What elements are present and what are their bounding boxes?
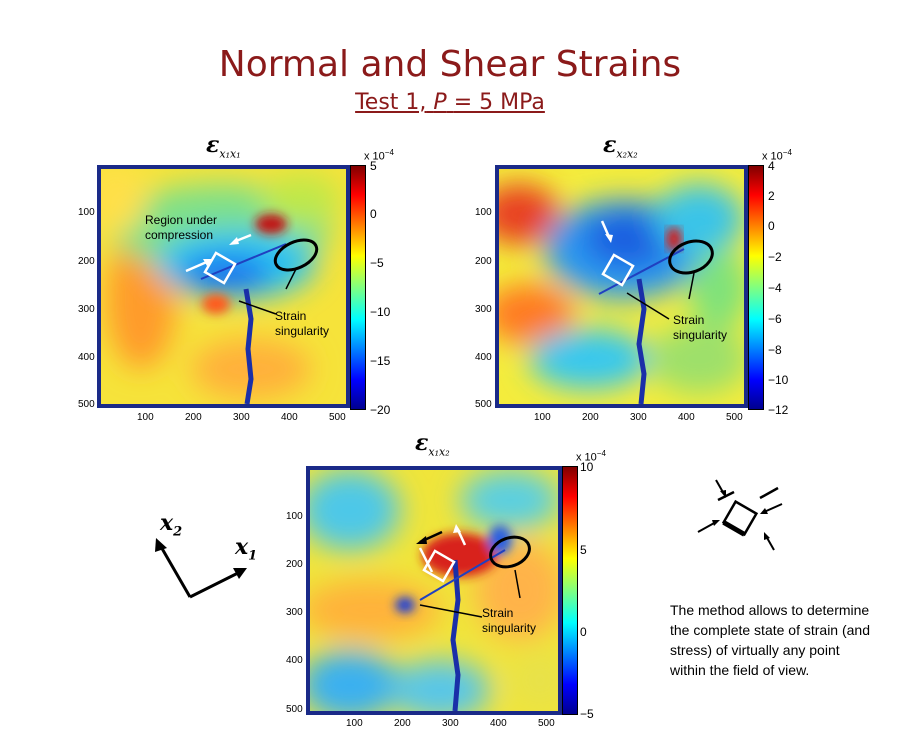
e12-ytick: 400 [286,655,303,666]
e12-scale-exp: −4 [596,449,606,458]
e22-strain-field [495,165,748,408]
e22-ytick: 200 [475,256,492,267]
e22-cbtick: −10 [768,373,789,387]
e12-xtick: 100 [346,718,363,729]
e22-subscript: x₂x₂ [616,147,638,161]
e12-strain-field [306,466,562,715]
e11-strain-line2: singularity [275,324,330,338]
slide-subtitle: Test 1, P = 5 MPa [0,90,900,115]
subtitle-suffix: = 5 MPa [453,90,545,115]
e11-ytick: 300 [78,304,95,315]
e12-xtick: 500 [538,718,555,729]
e22-scale-exp: −4 [782,148,792,157]
e22-xtick: 300 [630,412,647,423]
e11-cbtick: 0 [370,207,377,221]
e22-ytick: 300 [475,304,492,315]
e11-colorbar [350,165,366,410]
subtitle-p-var: P [433,90,447,115]
e11-scale-base: x 10 [364,150,385,163]
e11-colorbar-scale: x 10−4 [364,148,394,163]
e12-cbtick: 10 [580,460,594,474]
e22-scale-base: x 10 [762,150,783,163]
e22-ytick: 100 [475,207,492,218]
e12-strain-annotation: Strain singularity [482,606,536,636]
e12-strain-line2: singularity [482,621,537,635]
e22-strain-line1: Strain [673,313,705,327]
e11-ytick: 100 [78,207,95,218]
e11-ytick: 500 [78,399,95,410]
e22-strain-line2: singularity [673,328,728,342]
x1-letter: x [235,534,249,560]
e22-xtick: 200 [582,412,599,423]
e12-ytick: 500 [286,704,303,715]
e22-cbtick: 0 [768,219,775,233]
e22-symbol: εx₂x₂ [603,132,638,160]
x2-sub: 2 [173,524,183,540]
e12-cbtick: 0 [580,625,587,639]
e12-colorbar-scale: x 10−4 [576,449,606,464]
slide-title: Normal and Shear Strains [218,44,682,85]
e12-strain-line1: Strain [482,606,514,620]
e12-ytick: 200 [286,559,303,570]
e22-xtick: 100 [534,412,551,423]
e11-region-line2: compression [145,228,214,242]
x1-sub: 1 [248,548,258,564]
e11-strain-field [97,165,350,408]
e22-cbtick: 4 [768,159,775,173]
e12-cbtick: 5 [580,543,587,557]
e22-ytick: 500 [475,399,492,410]
e11-xtick: 100 [137,412,154,423]
e12-symbol: εx₁x₂ [415,430,450,458]
e11-symbol: εx₁x₁ [206,132,241,160]
subtitle-prefix: Test 1, [355,90,427,115]
e22-strain-annotation: Strain singularity [673,313,727,343]
x2-letter: x [160,510,174,536]
method-description: The method allows to determine the compl… [670,602,870,678]
e12-symbol-char: ε [415,430,429,456]
e22-colorbar [748,165,764,410]
e12-ytick: 100 [286,511,303,522]
stress-element-diagram [697,479,783,551]
e22-ytick: 400 [475,352,492,363]
e11-xtick: 300 [233,412,250,423]
e22-cbtick: −4 [768,281,782,295]
e12-colorbar [562,466,578,715]
e11-cbtick: −5 [370,256,384,270]
e11-cbtick: −10 [370,305,391,319]
e12-xtick: 400 [490,718,507,729]
e11-strain-annotation: Strain singularity [275,309,329,339]
e11-cbtick: 5 [370,159,377,173]
e22-cbtick: −12 [768,403,789,417]
e22-xtick: 400 [678,412,695,423]
e12-xtick: 300 [442,718,459,729]
e12-subscript: x₁x₂ [428,445,450,459]
e11-strain-line1: Strain [275,309,307,323]
e11-cbtick: −15 [370,354,391,368]
e22-cbtick: −8 [768,343,782,357]
e12-cbtick: −5 [580,707,594,721]
e12-xtick: 200 [394,718,411,729]
e12-ytick: 300 [286,607,303,618]
e11-scale-exp: −4 [384,148,394,157]
e11-ytick: 400 [78,352,95,363]
e22-xtick: 500 [726,412,743,423]
e11-cbtick: −20 [370,403,391,417]
e22-cbtick: −6 [768,312,782,326]
x1-axis-label: x1 [235,534,257,563]
e11-region-line1: Region under [145,213,218,227]
x2-axis-label: x2 [160,510,182,539]
coordinate-axes-diagram [155,538,247,599]
e11-xtick: 500 [329,412,346,423]
e11-xtick: 400 [281,412,298,423]
e11-xtick: 200 [185,412,202,423]
e11-subscript: x₁x₁ [219,147,241,161]
e11-symbol-char: ε [206,132,220,158]
e22-colorbar-scale: x 10−4 [762,148,792,163]
e11-ytick: 200 [78,256,95,267]
e11-region-annotation: Region under compression [145,213,217,243]
e12-scale-base: x 10 [576,451,597,464]
e22-cbtick: 2 [768,189,775,203]
e22-symbol-char: ε [603,132,617,158]
e22-cbtick: −2 [768,250,782,264]
